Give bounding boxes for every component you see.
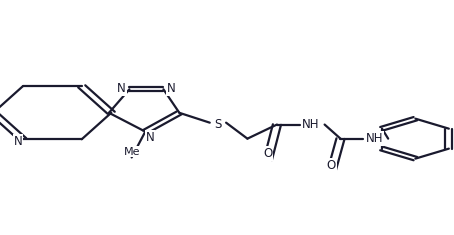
Text: N: N [14,135,23,148]
Text: NH: NH [366,132,383,145]
Text: Me: Me [123,147,140,157]
Text: N: N [117,82,126,95]
Text: NH: NH [302,118,320,131]
Text: O: O [263,147,272,161]
Text: S: S [214,118,222,131]
Text: N: N [145,131,154,144]
Text: N: N [167,82,176,95]
Text: O: O [327,159,336,172]
